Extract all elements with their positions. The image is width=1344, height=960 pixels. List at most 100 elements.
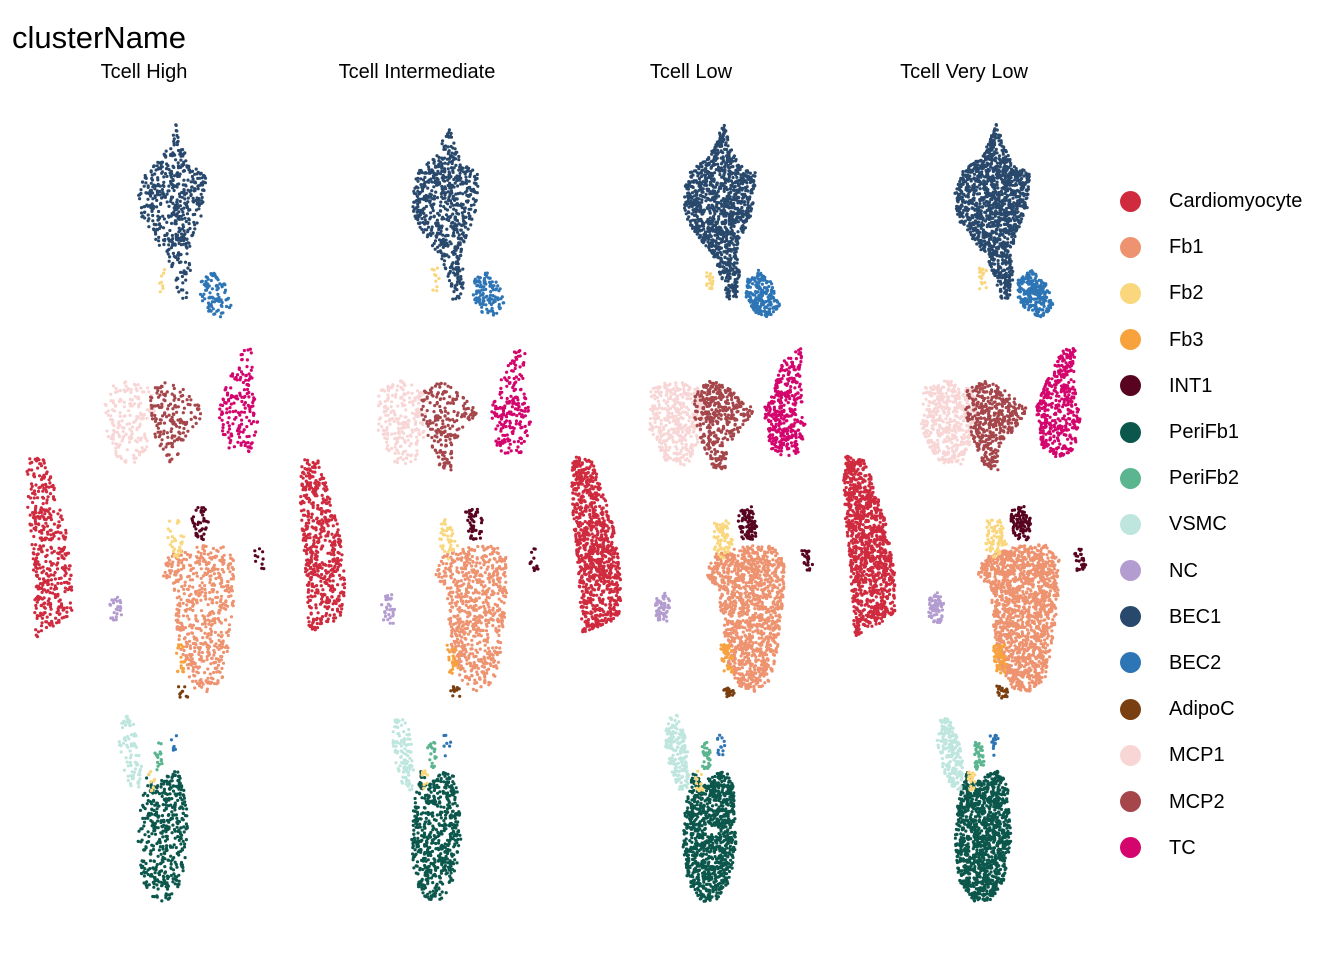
point-fb1 — [182, 648, 186, 653]
point-bec1 — [177, 226, 181, 230]
point-cardiomyocyte — [44, 536, 49, 540]
point-fb1 — [173, 570, 177, 574]
point-fb2 — [168, 529, 172, 533]
point-cardiomyocyte — [53, 593, 57, 597]
point-cardiomyocyte — [44, 488, 48, 492]
point-fb1 — [222, 585, 226, 589]
point-cardiomyocyte — [39, 604, 43, 608]
point-bec1 — [157, 223, 162, 227]
point-bec1 — [459, 247, 463, 251]
point-bec1 — [422, 207, 426, 211]
point-bec1 — [458, 171, 462, 175]
point-vsmc — [126, 734, 130, 739]
point-bec1 — [415, 205, 419, 209]
point-fb1 — [171, 581, 176, 585]
point-mcp1 — [123, 390, 127, 394]
point-fb1 — [225, 631, 229, 635]
point-tc — [244, 373, 248, 377]
point-mcp2 — [452, 409, 456, 414]
point-fb1 — [192, 635, 196, 639]
point-tc — [501, 409, 506, 413]
point-bec2 — [496, 298, 500, 302]
point-mcp1 — [410, 391, 414, 395]
point-bec2 — [494, 288, 498, 292]
point-perifb1 — [158, 845, 162, 849]
point-tc — [240, 418, 244, 422]
point-fb1 — [182, 587, 186, 592]
point-perifb1 — [155, 895, 159, 899]
point-bec1 — [457, 268, 461, 272]
point-int1 — [198, 529, 202, 533]
point-cardiomyocyte — [337, 594, 341, 598]
point-bec1 — [445, 217, 449, 221]
point-mcp1 — [396, 384, 400, 388]
point-fb1 — [187, 632, 191, 636]
point-tc — [517, 405, 521, 409]
point-nc — [109, 616, 113, 620]
point-bec1 — [160, 188, 164, 192]
point-cardiomyocyte — [41, 583, 45, 587]
point-fb1 — [211, 590, 215, 594]
point-tc — [514, 380, 518, 384]
facet-title-1: Tcell High — [100, 61, 188, 83]
point-mcp2 — [453, 398, 458, 402]
point-bec1 — [178, 172, 182, 176]
point-cardiomyocyte — [41, 489, 45, 493]
point-bec1 — [455, 230, 460, 234]
point-mcp1 — [130, 425, 135, 429]
point-mcp2 — [430, 436, 434, 440]
point-cardiomyocyte — [30, 468, 34, 472]
point-fb1 — [189, 568, 193, 573]
point-bec1 — [426, 186, 430, 190]
point-fb1 — [231, 604, 235, 608]
point-perifb1 — [180, 798, 184, 802]
point-mcp1 — [133, 383, 138, 387]
point-fb2 — [170, 540, 174, 544]
point-mcp1 — [128, 397, 132, 401]
point-cardiomyocyte — [325, 495, 330, 499]
point-fb1 — [220, 578, 224, 582]
point-fb1 — [201, 574, 205, 578]
point-mcp2 — [425, 395, 429, 399]
point-bec1 — [161, 195, 165, 199]
point-bec2 — [228, 305, 232, 310]
point-cardiomyocyte — [314, 526, 318, 530]
point-perifb1 — [160, 825, 164, 829]
point-mcp1 — [385, 425, 389, 430]
point-mcp1 — [106, 435, 110, 439]
point-cardiomyocyte — [324, 581, 328, 586]
point-perifb1 — [153, 871, 157, 875]
point-vsmc — [129, 753, 133, 757]
point-fb1 — [180, 624, 184, 628]
point-fb1 — [475, 561, 479, 565]
point-perifb2 — [156, 764, 160, 768]
point-cardiomyocyte — [326, 617, 330, 621]
point-bec1 — [427, 199, 431, 203]
point-fb1 — [470, 564, 474, 568]
point-mcp1 — [389, 410, 393, 414]
point-cardiomyocyte — [320, 545, 324, 549]
point-tc — [517, 350, 521, 354]
point-bec1 — [153, 195, 157, 200]
point-mcp1 — [419, 394, 423, 398]
point-cardiomyocyte — [320, 566, 324, 570]
point-perifb1 — [162, 818, 166, 823]
point-mcp1 — [395, 388, 399, 392]
point-tc — [502, 438, 506, 442]
point-cardiomyocyte — [337, 543, 342, 547]
point-cardiomyocyte — [307, 474, 311, 478]
point-mcp2 — [172, 386, 176, 391]
point-bec1 — [457, 154, 461, 159]
point-perifb1 — [150, 820, 154, 824]
point-cardiomyocyte — [318, 617, 322, 621]
point-bec1 — [430, 189, 434, 193]
point-cardiomyocyte — [320, 524, 324, 529]
point-bec1 — [182, 178, 186, 182]
point-cardiomyocyte — [39, 611, 43, 615]
point-fb1 — [220, 634, 224, 638]
point-nc — [114, 607, 118, 611]
point-bec2 — [218, 315, 223, 319]
point-int1 — [257, 547, 262, 551]
point-bec2 — [492, 311, 496, 315]
point-bec1 — [445, 227, 449, 231]
